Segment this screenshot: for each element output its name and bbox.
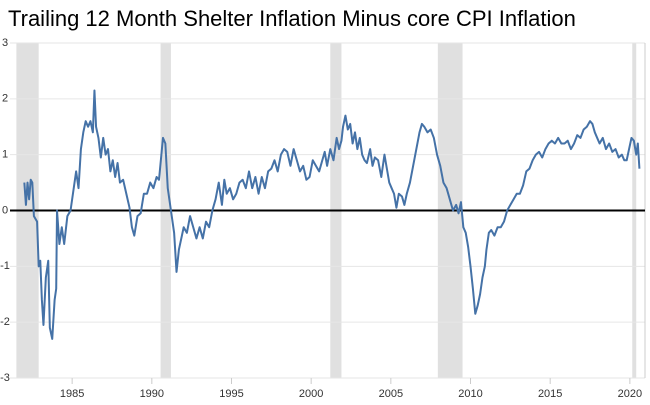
x-tick-label: 1990 xyxy=(140,388,164,400)
y-tick-label: -2 xyxy=(0,316,10,328)
x-tick-label: 2020 xyxy=(618,388,642,400)
x-tick-label: 2015 xyxy=(538,388,562,400)
data-line xyxy=(23,89,641,340)
y-tick-label: -1 xyxy=(0,260,10,272)
chart-title: Trailing 12 Month Shelter Inflation Minu… xyxy=(8,6,576,31)
y-tick-label: 0 xyxy=(2,204,8,216)
x-tick-label: 1995 xyxy=(219,388,243,400)
x-tick-label: 2010 xyxy=(458,388,482,400)
x-tick-label: 2005 xyxy=(379,388,403,400)
y-tick-label: 1 xyxy=(2,149,8,161)
y-tick-label: -3 xyxy=(0,372,10,384)
y-tick-label: 3 xyxy=(2,37,8,49)
x-tick-label: 1985 xyxy=(60,388,84,400)
x-tick-label: 2000 xyxy=(299,388,323,400)
y-tick-label: 2 xyxy=(2,93,8,105)
